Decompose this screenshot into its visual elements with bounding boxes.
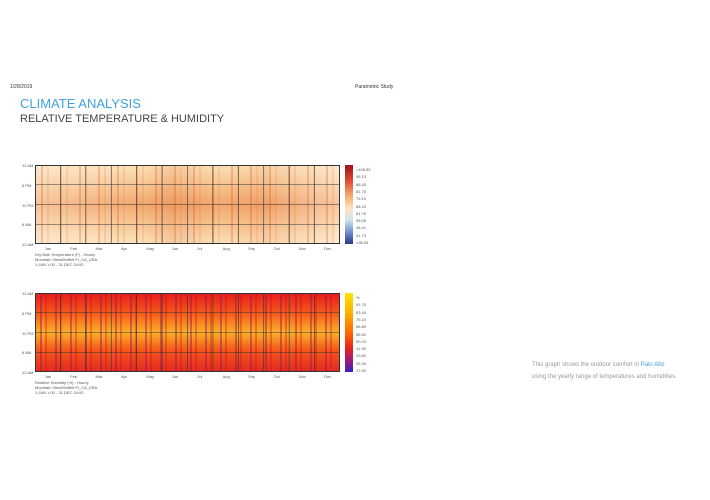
grid xyxy=(35,293,340,372)
x-label: Nov xyxy=(298,374,306,379)
x-label: Feb xyxy=(70,374,78,379)
legend-label: 58.50 xyxy=(356,331,367,337)
legend-label: 83.40 xyxy=(356,309,367,315)
x-label: Jan xyxy=(44,374,52,379)
legend-label: 17.00 xyxy=(356,368,367,373)
x-label: Oct xyxy=(273,246,280,251)
note-line: This graph shows the outdoor comfort in … xyxy=(532,362,664,368)
y-label: 12 PM xyxy=(22,330,34,336)
x-label: Jan xyxy=(44,246,52,251)
caption: Dry Bulb Temperature (F) - Hourly xyxy=(35,252,96,257)
y-label: 12 AM xyxy=(22,370,34,375)
x-label: Apr xyxy=(120,246,128,251)
legend-label: % xyxy=(356,295,360,300)
caption: 1 JAN 1:00 - 31 DEC 24:00 xyxy=(35,262,84,267)
x-label: Oct xyxy=(273,374,280,379)
subtitle: RELATIVE TEMPERATURE & HUMIDITY xyxy=(20,113,225,125)
y-label: 12 AM xyxy=(22,163,34,168)
x-label: Jun xyxy=(171,246,179,251)
x-label: May xyxy=(146,374,154,379)
note-text: This graph shows the outdoor comfort in xyxy=(532,362,640,368)
x-label: Nov xyxy=(298,246,306,251)
legend-label: 41.90 xyxy=(356,346,367,352)
x-label: Apr xyxy=(120,374,128,379)
legend-label: 68.43 xyxy=(356,203,367,209)
legend-label: 81.78 xyxy=(356,188,367,194)
x-label: Mar xyxy=(95,246,103,251)
legend-label: 88.45 xyxy=(356,181,367,187)
x-label: Sep xyxy=(248,246,256,251)
legend-label: 33.60 xyxy=(356,353,367,359)
note-link[interactable]: Palo Alto xyxy=(640,362,665,368)
x-label: Aug xyxy=(222,374,230,379)
legend-label: 66.80 xyxy=(356,324,367,330)
x-label: Sep xyxy=(248,374,256,379)
y-label: 6 AM xyxy=(22,222,32,228)
legend-label: 75.10 xyxy=(356,316,367,322)
caption: Mountain View/Moffett Fi_CA_USA xyxy=(35,385,98,390)
x-label: Mar xyxy=(95,374,103,379)
grid xyxy=(35,165,340,244)
legend-label: 55.08 xyxy=(356,218,367,224)
legend-label: 91.70 xyxy=(356,302,367,308)
x-label: Dec xyxy=(324,246,332,251)
note-text: using the yearly range of temperatures a… xyxy=(532,374,677,380)
date: 1/28/2019 xyxy=(10,84,33,90)
legend-bar xyxy=(345,293,353,372)
caption: Mountain View/Moffett Fi_CA_USA xyxy=(35,257,98,262)
x-label: Aug xyxy=(222,246,230,251)
x-label: Dec xyxy=(324,374,332,379)
y-label: 6 PM xyxy=(22,182,32,188)
study-name: Parametric Study xyxy=(355,84,394,90)
y-label: 12 PM xyxy=(22,202,34,208)
x-label: Jun xyxy=(171,374,179,379)
caption: Relative Humidity (%) - Hourly xyxy=(35,380,89,385)
legend-label: 61.76 xyxy=(356,210,367,216)
x-label: Feb xyxy=(70,246,78,251)
legend-label: >105.80 xyxy=(356,167,371,172)
x-label: Jul xyxy=(197,246,203,251)
legend-label: <35.06 xyxy=(356,240,369,245)
caption: 1 JAN 1:00 - 31 DEC 24:00 xyxy=(35,390,84,395)
y-label: 12 AM xyxy=(22,242,34,247)
legend-label: 50.20 xyxy=(356,338,367,344)
y-label: 6 PM xyxy=(22,310,32,316)
y-label: 6 AM xyxy=(22,350,32,356)
legend-label: 75.10 xyxy=(356,196,367,202)
legend-bar xyxy=(345,165,353,244)
x-label: May xyxy=(146,246,154,251)
legend-label: 95.13 xyxy=(356,174,367,180)
legend-label: 41.73 xyxy=(356,232,367,238)
title: CLIMATE ANALYSIS xyxy=(20,96,141,111)
legend-label: 48.41 xyxy=(356,225,367,231)
x-label: Jul xyxy=(197,374,203,379)
y-label: 12 AM xyxy=(22,291,34,296)
legend-label: 25.30 xyxy=(356,360,367,366)
